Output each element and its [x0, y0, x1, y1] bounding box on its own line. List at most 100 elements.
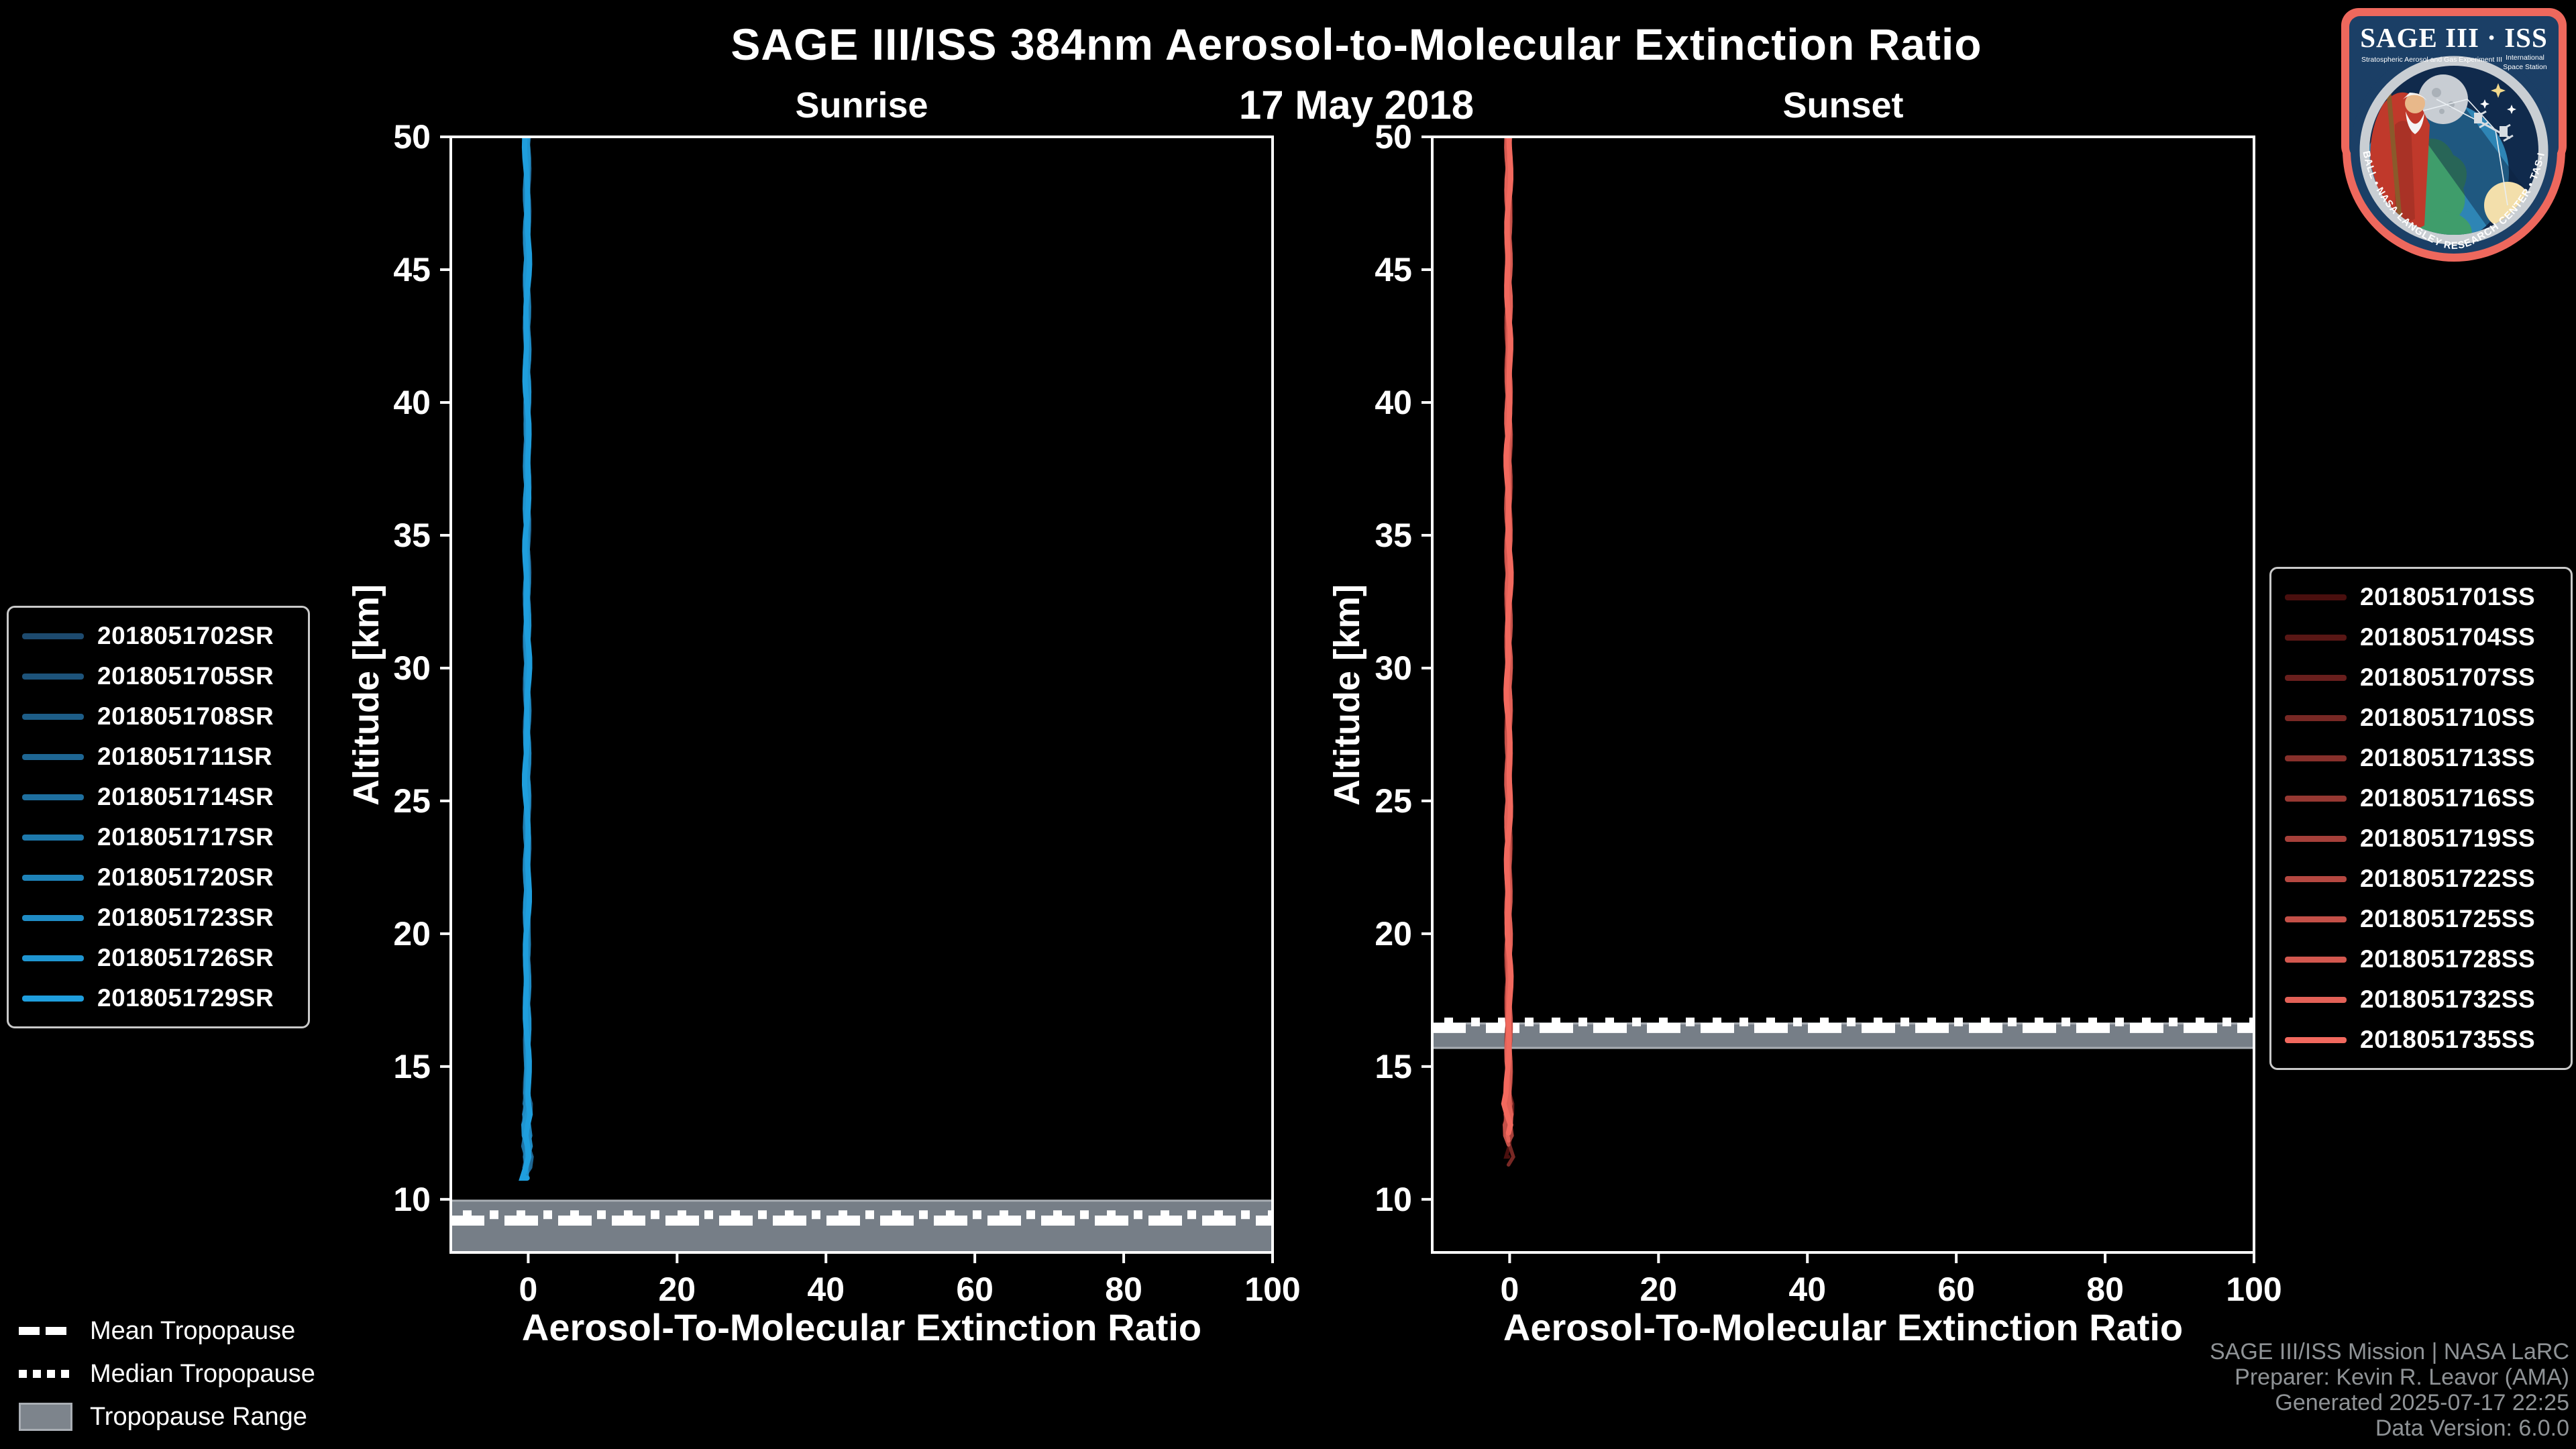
logo-title: SAGE III · ISS	[2360, 22, 2548, 53]
legend-label: 2018051728SS	[2360, 945, 2536, 973]
y-tick-label: 50	[393, 118, 431, 156]
y-tick-label: 35	[393, 517, 431, 554]
legend-label: 2018051710SS	[2360, 704, 2536, 731]
legend-entry-2018051722SS: 2018051722SS	[2281, 859, 2561, 899]
sage-iii-iss-logo: SAGE III · ISS Stratospheric Aerosol and…	[2336, 4, 2567, 262]
x-tick-label: 40	[1788, 1271, 1826, 1308]
legend-entry-2018051707SS: 2018051707SS	[2281, 657, 2561, 698]
legend-label: 2018051714SR	[97, 783, 274, 810]
legend-label: 2018051717SR	[97, 823, 274, 851]
legend-label: 2018051732SS	[2360, 985, 2536, 1013]
sunset-axes: 0 20 40 60 80 100 10 15 20 25 30 35 40 45 50	[1375, 118, 2282, 1308]
legend-label: 2018051707SS	[2360, 663, 2536, 691]
legend-label: Mean Tropopause	[90, 1316, 296, 1345]
y-tick-label: 30	[1375, 649, 1412, 687]
line-color-swatch	[22, 834, 84, 841]
x-axis-label-sunset: Aerosol-To-Molecular Extinction Ratio	[1503, 1306, 2184, 1348]
line-color-swatch	[2285, 634, 2347, 641]
line-color-swatch	[22, 914, 84, 921]
y-axis-label-sunset: Altitude [km]	[1327, 584, 1367, 806]
plot-border	[1431, 136, 2255, 1254]
line-color-swatch	[2285, 916, 2347, 922]
x-tick-label: 100	[1244, 1271, 1300, 1308]
line-color-swatch	[22, 633, 84, 639]
line-color-swatch	[2285, 1036, 2347, 1043]
gray-band-icon	[19, 1403, 72, 1431]
line-color-swatch	[2285, 875, 2347, 882]
y-tick-label: 25	[393, 782, 431, 820]
footer-version: Data Version: 6.0.0	[2375, 1415, 2569, 1441]
legend-entry-2018051726SR: 2018051726SR	[18, 938, 299, 978]
legend-entry-2018051708SR: 2018051708SR	[18, 696, 299, 737]
y-tick-label: 10	[393, 1181, 431, 1218]
line-color-swatch	[2285, 594, 2347, 600]
line-color-swatch	[2285, 996, 2347, 1003]
panel-title-sunrise: Sunrise	[795, 85, 928, 125]
legend-entry-2018051735SS: 2018051735SS	[2281, 1020, 2561, 1060]
x-tick-label: 80	[1105, 1271, 1142, 1308]
legend-entry-mean-tropopause: Mean Tropopause	[19, 1309, 315, 1352]
line-color-swatch	[22, 794, 84, 800]
footer-preparer: Preparer: Kevin R. Leavor (AMA)	[2235, 1364, 2569, 1390]
line-color-swatch	[22, 995, 84, 1002]
x-tick-label: 0	[519, 1271, 537, 1308]
legend-entry-2018051714SR: 2018051714SR	[18, 777, 299, 817]
y-tick-label: 15	[1375, 1048, 1412, 1085]
legend-entry-2018051702SR: 2018051702SR	[18, 616, 299, 656]
legend-entry-2018051701SS: 2018051701SS	[2281, 577, 2561, 617]
legend-entry-2018051710SS: 2018051710SS	[2281, 698, 2561, 738]
line-color-swatch	[22, 955, 84, 961]
legend-entry-2018051716SS: 2018051716SS	[2281, 778, 2561, 818]
legend-label: 2018051708SR	[97, 702, 274, 730]
logo-iss-line2: Space Station	[2503, 63, 2547, 71]
line-color-swatch	[22, 673, 84, 680]
legend-entry-2018051728SS: 2018051728SS	[2281, 939, 2561, 979]
footer-credits: SAGE III/ISS Mission | NASA LaRC Prepare…	[2210, 1339, 2569, 1441]
tropopause-legend: Mean Tropopause Median Tropopause Tropop…	[19, 1309, 315, 1438]
y-tick-label: 30	[393, 649, 431, 687]
legend-entry-2018051704SS: 2018051704SS	[2281, 617, 2561, 657]
x-tick-label: 20	[1640, 1271, 1678, 1308]
sunrise-plot: 0 20 40 60 80 100 10 15 20 25 30 35 40 45 50	[393, 118, 1300, 1308]
legend-entry-2018051720SR: 2018051720SR	[18, 857, 299, 898]
line-color-swatch	[2285, 714, 2347, 721]
y-tick-label: 40	[393, 384, 431, 421]
line-color-swatch	[2285, 755, 2347, 761]
x-tick-label: 60	[1937, 1271, 1975, 1308]
panel-title-sunset: Sunset	[1782, 85, 1904, 125]
legend-label: 2018051726SR	[97, 944, 274, 971]
legend-entry-2018051717SR: 2018051717SR	[18, 817, 299, 857]
legend-label: 2018051719SS	[2360, 824, 2536, 852]
page-title: SAGE III/ISS 384nm Aerosol-to-Molecular …	[731, 19, 1982, 69]
y-tick-label: 25	[1375, 782, 1412, 820]
line-color-swatch	[2285, 795, 2347, 802]
legend-entry-2018051729SR: 2018051729SR	[18, 978, 299, 1018]
legend-entry-tropopause-range: Tropopause Range	[19, 1395, 315, 1438]
line-color-swatch	[22, 713, 84, 720]
legend-label: 2018051722SS	[2360, 865, 2536, 892]
y-tick-label: 20	[1375, 915, 1412, 953]
x-tick-label: 80	[2086, 1271, 2124, 1308]
legend-label: Median Tropopause	[90, 1359, 315, 1388]
legend-label: Tropopause Range	[90, 1402, 307, 1431]
legend-label: 2018051701SS	[2360, 583, 2536, 610]
sunrise-legend: 2018051702SR 2018051705SR 2018051708SR 2018…	[7, 606, 310, 1028]
legend-label: 2018051711SR	[97, 743, 273, 770]
dotted-line-icon	[19, 1370, 72, 1378]
footer-generated: Generated 2025-07-17 22:25	[2275, 1390, 2569, 1415]
legend-label: 2018051713SS	[2360, 744, 2536, 771]
legend-entry-2018051719SS: 2018051719SS	[2281, 818, 2561, 859]
y-tick-label: 35	[1375, 517, 1412, 554]
legend-entry-2018051711SR: 2018051711SR	[18, 737, 299, 777]
y-axis-label-sunrise: Altitude [km]	[346, 584, 386, 806]
legend-label: 2018051723SR	[97, 904, 274, 931]
line-color-swatch	[2285, 835, 2347, 842]
sunrise-axes: 0 20 40 60 80 100 10 15 20 25 30 35 40 45 50	[393, 118, 1300, 1308]
legend-entry-2018051732SS: 2018051732SS	[2281, 979, 2561, 1020]
legend-entry-2018051713SS: 2018051713SS	[2281, 738, 2561, 778]
profile-line-2018051729SR	[519, 137, 533, 1181]
line-color-swatch	[22, 753, 84, 760]
profile-line-2018051735SS	[1501, 137, 1514, 1136]
legend-label: 2018051735SS	[2360, 1026, 2536, 1053]
line-color-swatch	[2285, 674, 2347, 681]
